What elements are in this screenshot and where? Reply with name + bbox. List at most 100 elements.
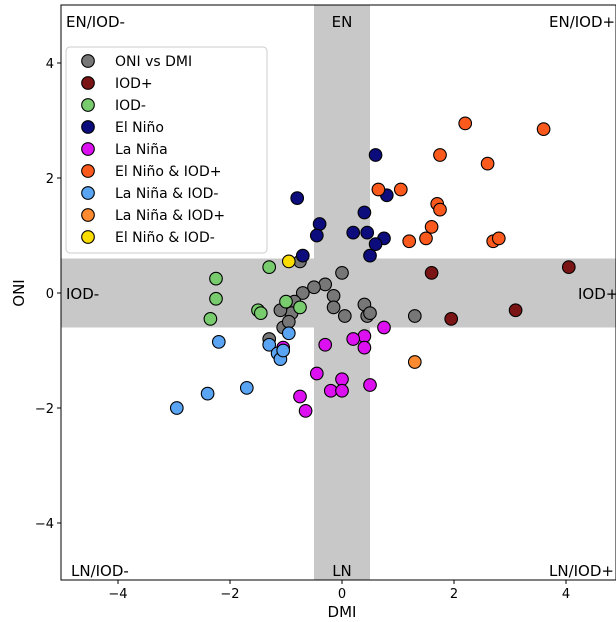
y-tick-label: 4: [46, 57, 54, 72]
point-la-nina: [377, 320, 391, 335]
point-oni-vs-dmi: [326, 300, 341, 315]
point-la-nina: [318, 337, 333, 352]
point-iod: [209, 291, 223, 306]
point-la-nina: [298, 404, 313, 418]
point-el-nino: [363, 248, 377, 263]
point-oni-vs-dmi: [307, 280, 321, 295]
x-tick-label: 2: [450, 587, 458, 602]
point-el-nino: [357, 205, 372, 220]
x-tick-label: 0: [338, 587, 346, 602]
x-tick-label: 4: [562, 587, 570, 602]
point-la-nina: [293, 389, 307, 404]
point-el-nino-and-iod: [491, 231, 506, 246]
region-labels: EN/IOD- EN EN/IOD+ IOD- IOD+ LN/IOD- LN LN/IOD+: [66, 13, 616, 580]
legend-label-la-nina-and-iod: La Niña & IOD-: [115, 186, 218, 202]
point-la-nina-and-iod: [281, 326, 296, 341]
point-el-nino: [295, 248, 310, 263]
point-el-nino-and-iod: [480, 156, 495, 171]
legend-marker-iod: [81, 98, 95, 112]
legend-marker-la-nina: [81, 142, 95, 156]
point-iod: [253, 306, 268, 320]
point-el-nino-and-iod: [393, 182, 408, 197]
point-el-nino: [346, 225, 361, 240]
point-el-nino-and-iod: [281, 254, 296, 269]
x-tick-label: −2: [220, 587, 239, 602]
point-el-nino: [360, 225, 375, 240]
point-iod: [209, 271, 223, 286]
point-la-nina: [357, 329, 372, 343]
legend-label-oni-vs-dmi: ONI vs DMI: [115, 54, 192, 70]
point-el-nino-and-iod: [402, 234, 417, 249]
point-iod: [424, 266, 439, 280]
point-oni-vs-dmi: [407, 309, 422, 323]
point-el-nino-and-iod: [536, 122, 551, 136]
point-la-nina-and-iod: [211, 335, 226, 349]
point-la-nina-and-iod: [200, 386, 215, 401]
y-tick-label: 2: [46, 172, 54, 187]
point-el-nino: [309, 228, 324, 243]
region-label-ln: LN: [332, 562, 352, 580]
point-iod: [561, 260, 576, 274]
region-label-en-iod: EN/IOD+: [549, 13, 615, 31]
point-el-nino: [368, 237, 383, 251]
point-oni-vs-dmi: [326, 289, 341, 303]
legend-label-la-nina-and-iod: La Niña & IOD+: [115, 208, 225, 224]
legend-label-iod: IOD-: [115, 98, 146, 114]
point-el-nino: [312, 217, 327, 231]
region-label-ln-iod: LN/IOD+: [549, 562, 614, 580]
legend-label-la-nina: La Niña: [115, 142, 168, 158]
point-oni-vs-dmi: [295, 286, 310, 300]
point-oni-vs-dmi: [335, 266, 349, 280]
region-label-en: EN: [332, 13, 353, 31]
point-el-nino: [290, 191, 305, 205]
point-la-nina: [346, 332, 361, 346]
point-oni-vs-dmi: [337, 309, 352, 323]
point-la-nina: [363, 378, 377, 392]
region-label-en-iod: EN/IOD-: [66, 13, 125, 31]
legend-marker-el-nino: [81, 120, 95, 134]
point-el-nino-and-iod: [424, 220, 439, 234]
y-axis-label: ONI: [10, 279, 28, 306]
point-la-nina-and-iod: [276, 343, 291, 358]
region-label-ln-iod: LN/IOD-: [71, 562, 129, 580]
point-iod: [279, 294, 293, 309]
point-la-nina: [335, 383, 349, 398]
point-el-nino-and-iod: [458, 116, 473, 131]
point-iod: [508, 303, 523, 318]
point-iod: [262, 260, 277, 274]
point-la-nina: [357, 340, 372, 355]
legend-marker-oni-vs-dmi: [81, 54, 95, 68]
point-oni-vs-dmi: [363, 306, 377, 320]
legend-label-el-nino-and-iod: El Niño & IOD-: [115, 230, 215, 246]
legend-label-iod: IOD+: [115, 76, 153, 92]
point-iod: [444, 312, 459, 326]
point-la-nina-and-iod: [407, 355, 422, 369]
point-el-nino: [368, 148, 383, 162]
legend: ONI vs DMI IOD+ IOD- El Niño La Niña El Niño …: [65, 46, 268, 254]
axis-ticks: −4 −2 0 2 4 −4 −2 0 2 4: [35, 57, 570, 602]
point-oni-vs-dmi: [318, 277, 333, 292]
x-tick-label: −4: [108, 587, 127, 602]
y-tick-label: −2: [35, 402, 54, 417]
point-el-nino-and-iod: [371, 182, 386, 197]
legend-marker-el-nino-and-iod: [81, 164, 95, 178]
legend-marker-iod: [81, 76, 95, 90]
legend-marker-el-nino-and-iod: [81, 230, 95, 244]
point-iod: [203, 312, 218, 326]
legend-marker-la-nina-and-iod: [81, 186, 95, 200]
point-la-nina-and-iod: [262, 337, 277, 352]
point-iod: [293, 300, 307, 315]
point-la-nina-and-iod: [239, 381, 254, 395]
point-el-nino-and-iod: [433, 202, 447, 217]
point-oni-vs-dmi: [281, 314, 296, 329]
region-label-iod: IOD-: [66, 285, 99, 303]
legend-label-el-nino-and-iod: El Niño & IOD+: [115, 164, 221, 180]
legend-label-el-nino: El Niño: [115, 120, 164, 136]
legend-marker-la-nina-and-iod: [81, 208, 95, 222]
legend-box: [65, 46, 268, 254]
x-axis-label: DMI: [328, 603, 357, 621]
y-tick-label: −4: [35, 517, 54, 532]
scatter-points: [169, 116, 576, 418]
region-label-iod: IOD+: [578, 285, 616, 303]
